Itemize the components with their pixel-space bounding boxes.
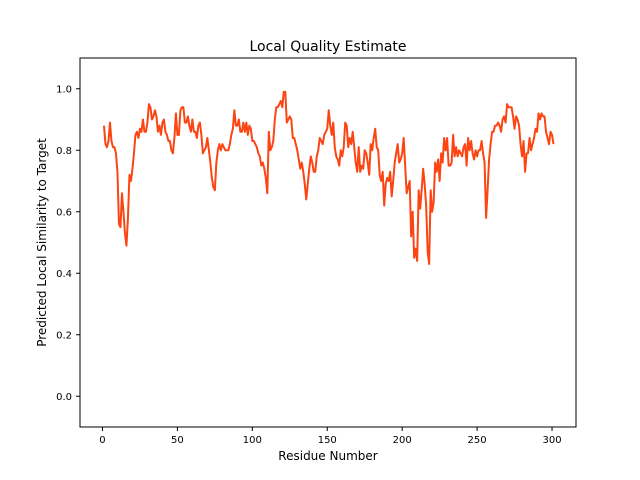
- y-tick-label: 0.6: [56, 207, 72, 218]
- y-tick-label: 1.0: [56, 84, 72, 95]
- y-axis-label: Predicted Local Similarity to Target: [35, 138, 49, 347]
- x-tick-label: 0: [99, 435, 105, 446]
- x-tick-label: 250: [468, 435, 487, 446]
- x-tick-label: 50: [171, 435, 184, 446]
- x-axis: 0 50 100 150 200 250 300: [99, 427, 562, 446]
- series-line: [102, 90, 555, 266]
- x-axis-label: Residue Number: [278, 449, 377, 463]
- y-tick-label: 0.8: [56, 146, 72, 157]
- y-axis: 0.0 0.2 0.4 0.6 0.8 1.0: [56, 84, 80, 403]
- series-layer: [102, 90, 555, 266]
- x-tick-label: 200: [393, 435, 412, 446]
- x-tick-label: 150: [318, 435, 337, 446]
- y-tick-label: 0.4: [56, 269, 72, 280]
- y-tick-label: 0.2: [56, 330, 72, 341]
- plot-frame: [79, 57, 577, 428]
- x-tick-label: 100: [243, 435, 262, 446]
- chart-title: Local Quality Estimate: [249, 39, 406, 55]
- x-tick-label: 300: [542, 435, 561, 446]
- y-tick-label: 0.0: [56, 392, 72, 403]
